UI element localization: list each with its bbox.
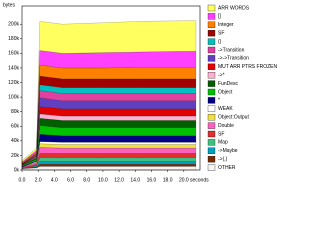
legend-swatch (207, 97, 216, 104)
legend-swatch (207, 122, 216, 129)
legend-swatch (207, 13, 216, 20)
legend-swatch (207, 63, 216, 70)
y-tick-label: 40k (11, 138, 20, 144)
legend-label: SF (218, 131, 224, 137)
x-tick-label: 6.0 (67, 177, 74, 183)
plot-frame (21, 5, 201, 171)
legend-swatch (207, 55, 216, 62)
legend-label: MUT ARR PTRS FROZEN (218, 64, 277, 70)
legend-label: ->(,) (218, 157, 228, 163)
y-tick-label: 0k (14, 167, 20, 173)
legend-label: ->* (218, 73, 225, 79)
legend-swatch (207, 4, 216, 12)
legend-label: ->->Transition (218, 56, 249, 62)
x-axis-label: seconds (190, 177, 209, 183)
legend-swatch (207, 139, 216, 146)
y-tick-label: 180k (8, 36, 19, 42)
x-tick-label: 4.0 (51, 177, 58, 183)
x-tick-label: 8.0 (83, 177, 90, 183)
legend-label: ->Transition (218, 47, 245, 53)
legend-label: Integer (218, 22, 234, 28)
legend-label: * (218, 98, 220, 104)
legend-label: () (218, 39, 222, 45)
legend-swatch (207, 46, 216, 54)
x-tick-label: 20.0 (179, 177, 189, 183)
legend-label: Double (218, 123, 234, 129)
legend-swatch (207, 130, 216, 138)
x-tick-label: 2.0 (35, 177, 42, 183)
legend-swatch (207, 114, 216, 121)
y-tick-label: 100k (8, 94, 19, 100)
legend-swatch (207, 105, 216, 112)
y-tick-label: 140k (8, 65, 19, 71)
legend-label: Object:Output (218, 115, 249, 121)
legend-label: ARR WORDS (218, 5, 250, 11)
x-tick-label: 14.0 (130, 177, 140, 183)
x-tick-label: 18.0 (163, 177, 173, 183)
y-tick-label: 120k (8, 80, 19, 86)
y-tick-label: 160k (8, 51, 19, 57)
legend-swatch (207, 164, 216, 171)
legend-label: ->Maybe (218, 148, 238, 154)
legend-swatch (207, 80, 216, 87)
x-tick-label: 16.0 (147, 177, 157, 183)
legend-swatch (207, 38, 216, 45)
area-layer (21, 166, 197, 171)
legend-label: WEAK (218, 106, 233, 112)
y-axis-label: bytes (3, 2, 15, 8)
x-tick-label: 10.0 (98, 177, 108, 183)
y-tick-label: 20k (11, 153, 20, 159)
y-tick-label: 80k (11, 109, 20, 115)
y-tick-label: 60k (11, 124, 20, 130)
legend-swatch (207, 21, 216, 28)
legend-label: SF (218, 31, 224, 37)
legend-label: FunDesc (218, 81, 239, 87)
legend-label: Map (218, 140, 228, 146)
legend-label: Object (218, 89, 233, 95)
legend-label: OTHER (218, 165, 236, 171)
legend-label: [] (218, 14, 221, 20)
chart: bytes seconds 0k 20k 40k 60k 80k 100k 120k 140k… (3, 2, 277, 183)
legend-swatch (207, 156, 216, 163)
legend-swatch (207, 30, 216, 37)
area-layer (21, 20, 197, 163)
legend-swatch (207, 88, 216, 96)
x-tick-label: 12.0 (114, 177, 124, 183)
x-tick-label: 0.0 (19, 177, 26, 183)
y-tick-label: 200k (8, 22, 19, 28)
legend-swatch (207, 147, 216, 154)
legend-swatch (207, 72, 216, 79)
